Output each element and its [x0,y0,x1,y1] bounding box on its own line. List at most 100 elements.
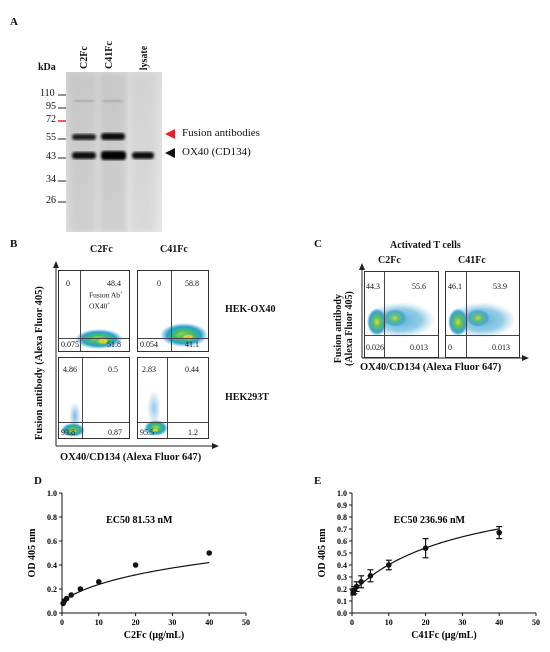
marker-110: 110 [40,88,55,99]
b1-ll: 0.075 [61,340,79,349]
c-col-label-c2fc: C2Fc [378,255,401,266]
c-col-label-c41fc: C41Fc [458,255,486,266]
c-y-axis-label: Fusion antibody (Alexa Fluor 405) [333,291,355,366]
c1-x-tick-label: 50 [532,618,540,627]
c1-x-tick-label: 30 [458,618,466,627]
marker-ticks [58,94,66,203]
c1-x-tick-label: 20 [422,618,430,627]
c2-ll: 0 [448,343,452,352]
c0-y-tick-label: 0.2 [47,585,57,594]
panel-a-letter: A [10,16,18,28]
c0-data-point [77,586,84,592]
b-y-axis-label: Fusion antibody (Alexa Fluor 405) [34,286,45,440]
b-gate-note-line2: OX40 [89,301,108,310]
c-y-label-line2: (Alexa Fluor 405) [344,291,355,366]
flow-scatter-b2 [160,323,208,347]
panel-d-letter: D [34,475,42,487]
c0-data-point [63,595,70,602]
b-gate-note: Fusion Ab+ OX40+ [89,290,123,311]
c1-y-tick-label: 0.4 [337,561,347,570]
b-axes [53,261,219,449]
c0-x-tick-label: 50 [242,618,250,627]
c1-y-tick-label: 0.7 [337,525,347,534]
marker-72: 72 [46,114,56,125]
c0-x-tick-label: 10 [95,618,103,627]
c1-x-axis-label: C41Fc (μg/mL) [411,630,476,641]
c0-y-tick-label: 0.6 [47,537,57,546]
c1-y-tick-label: 0.3 [337,573,347,582]
c1-y-tick-label: 0.6 [337,537,347,546]
c1-data-point [386,562,392,568]
b-x-axis-label: OX40/CD134 (Alexa Fluor 647) [60,452,202,463]
c0-x-tick-label: 20 [132,618,140,627]
c0-data-point [206,550,212,556]
c0-data-point [132,562,139,568]
marker-26: 26 [46,195,56,206]
western-blot-image [66,72,162,232]
c1-data-point [422,545,429,551]
c0-x-tick-label: 40 [205,618,213,627]
c1-y-tick-label: 0.9 [337,501,347,510]
fusion-antibodies-label: Fusion antibodies [182,127,260,139]
b3-ll: 93.8 [61,428,75,437]
c0-y-tick-label: 0.4 [47,561,57,570]
panel-b-letter: B [10,238,18,250]
flow-plot-b1 [58,270,130,352]
b4-ul: 2.83 [142,365,156,374]
ox40-arrow-icon [165,148,175,158]
flow-plot-c2 [445,271,520,358]
c-x-axis-label: OX40/CD134 (Alexa Fluor 647) [360,362,502,373]
c0-x-tick-label: 30 [168,618,176,627]
ox40-label: OX40 (CD134) [182,146,251,158]
b2-lr: 41.1 [185,340,199,349]
c-axes [359,263,529,361]
flow-plot-b2 [137,270,209,352]
b2-ll: 0.054 [140,340,158,349]
c0-data-point [68,592,74,598]
marker-34: 34 [46,174,56,185]
chart-e: 0.0 0.1 0.2 0.3 0.4 0.5 0.6 0.7 0.8 0.9 1.0 0 10 20 30… [317,489,540,641]
b3-ul: 4.86 [63,365,77,374]
marker-43: 43 [46,151,56,162]
c1-ur: 55.6 [412,282,426,291]
c1-ll: 0.026 [366,343,384,352]
b-col-label-c2fc: C2Fc [90,244,113,255]
c1-lr: 0.013 [410,343,428,352]
b1-lr: 51.8 [107,340,121,349]
flow-scatter-c2 [448,302,516,338]
c2-ur: 53.9 [493,282,507,291]
flow-plot-b4 [137,357,209,439]
flow-plot-b3 [58,357,130,439]
panel-c-letter: C [314,238,322,250]
c1-data-point [496,529,502,536]
c0-fit-curve [61,561,210,604]
b2-ur: 58.8 [185,279,199,288]
b-col-label-c41fc: C41Fc [160,244,188,255]
c-title: Activated T cells [390,240,461,251]
c1-y-axis-label: OD 405 nm [317,528,328,578]
b1-ur: 48.4 [107,279,121,288]
panel-e-letter: E [314,475,322,487]
b4-lr: 1.2 [188,428,198,437]
flow-scatter-b3 [61,402,85,437]
c1-x-tick-label: 0 [350,618,354,627]
chart-d: 0.0 0.2 0.4 0.6 0.8 1.0 0 10 20 30 40 50 C2Fc (μg/mL… [27,489,250,641]
c0-y-tick-label: 0.0 [47,609,57,618]
b3-lr: 0.87 [108,428,122,437]
kda-label: kDa [38,62,56,73]
marker-95: 95 [46,101,56,112]
c2-lr: 0.013 [492,343,510,352]
lane-label-c2fc: C2Fc [79,46,90,69]
b3-ur: 0.5 [108,365,118,374]
c1-y-tick-label: 0.5 [337,549,347,558]
c1-y-tick-label: 0.0 [337,609,347,618]
c1-ec50-annotation: EC50 236.96 nM [394,515,466,526]
c0-y-tick-label: 1.0 [47,489,57,498]
c1-ul: 44.3 [366,282,380,291]
flow-plot-c1 [364,271,439,358]
c1-y-tick-label: 0.8 [337,513,347,522]
c-y-label-line1: Fusion antibody [333,294,344,364]
b-row-label-hek293t: HEK293T [225,392,269,403]
c1-y-tick-label: 0.1 [337,597,347,606]
